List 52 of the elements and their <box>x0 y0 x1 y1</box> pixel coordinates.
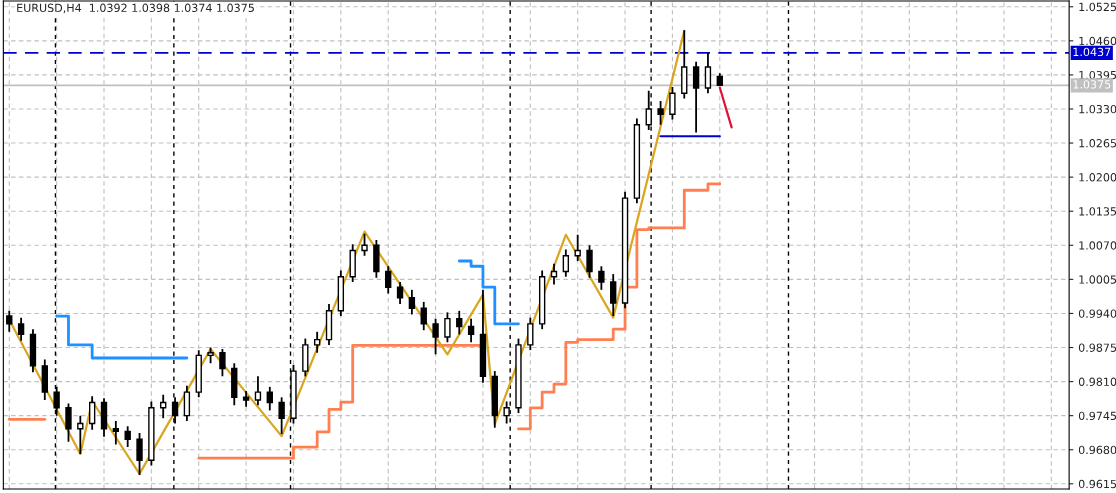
y-tick-label: 1.0005 <box>1079 275 1116 284</box>
candlestick <box>444 311 451 344</box>
y-tick-label: 0.9615 <box>1078 479 1116 489</box>
candlestick <box>527 316 534 352</box>
candlestick <box>124 425 131 449</box>
candlestick <box>408 288 416 316</box>
candlestick <box>432 317 439 356</box>
candlestick <box>65 402 72 443</box>
y-tick-label: 0.9680 <box>1078 445 1116 455</box>
y-tick-label: 0.9745 <box>1078 411 1116 421</box>
candlestick <box>112 419 120 446</box>
candlestick <box>136 432 143 476</box>
candlestick <box>77 414 84 455</box>
candlestick <box>657 100 664 126</box>
y-tick-label: 1.0525 <box>1079 2 1116 12</box>
y-tick-label: 1.0070 <box>1079 241 1116 250</box>
y-tick-label: 1.0460 <box>1079 36 1116 46</box>
candlestick <box>669 86 676 121</box>
candlestick <box>6 309 13 333</box>
candlestick <box>254 375 262 407</box>
y-tick-label: 1.0135 <box>1079 207 1116 216</box>
candlestick <box>313 330 321 354</box>
ref-line-label: 1.0375 <box>1073 80 1111 89</box>
candlestick <box>266 385 273 412</box>
candlestick <box>704 51 712 95</box>
candlestick <box>361 232 368 257</box>
candlestick <box>610 273 617 317</box>
candlestick <box>88 395 96 431</box>
y-tick-label: 1.0265 <box>1079 139 1116 148</box>
candlestick <box>278 396 285 435</box>
candlestick <box>467 317 475 344</box>
candlestick <box>17 316 25 342</box>
y-tick-label: 0.9940 <box>1078 309 1116 318</box>
candlestick <box>183 384 191 422</box>
candlestick <box>574 233 581 262</box>
candlestick <box>692 60 700 134</box>
y-tick-label: 1.0395 <box>1079 70 1116 80</box>
candlestick <box>219 348 226 378</box>
candlestick <box>160 393 167 420</box>
candlestick <box>586 244 593 279</box>
y-tick-label: 1.0200 <box>1079 173 1116 182</box>
y-tick-label: 0.9810 <box>1078 377 1116 386</box>
y-tick-label: 1.0330 <box>1079 104 1116 114</box>
candlestick <box>562 248 570 278</box>
ref-line-label: 1.0437 <box>1073 47 1111 57</box>
candlestick <box>385 265 392 295</box>
candlestick <box>420 300 427 332</box>
candlestick <box>598 265 605 291</box>
candlestick <box>456 309 463 336</box>
chart-title: EURUSD,H4 1.0392 1.0398 1.0374 1.0375 <box>17 3 254 14</box>
y-tick-label: 0.9875 <box>1078 343 1116 352</box>
candlestick <box>550 262 558 286</box>
